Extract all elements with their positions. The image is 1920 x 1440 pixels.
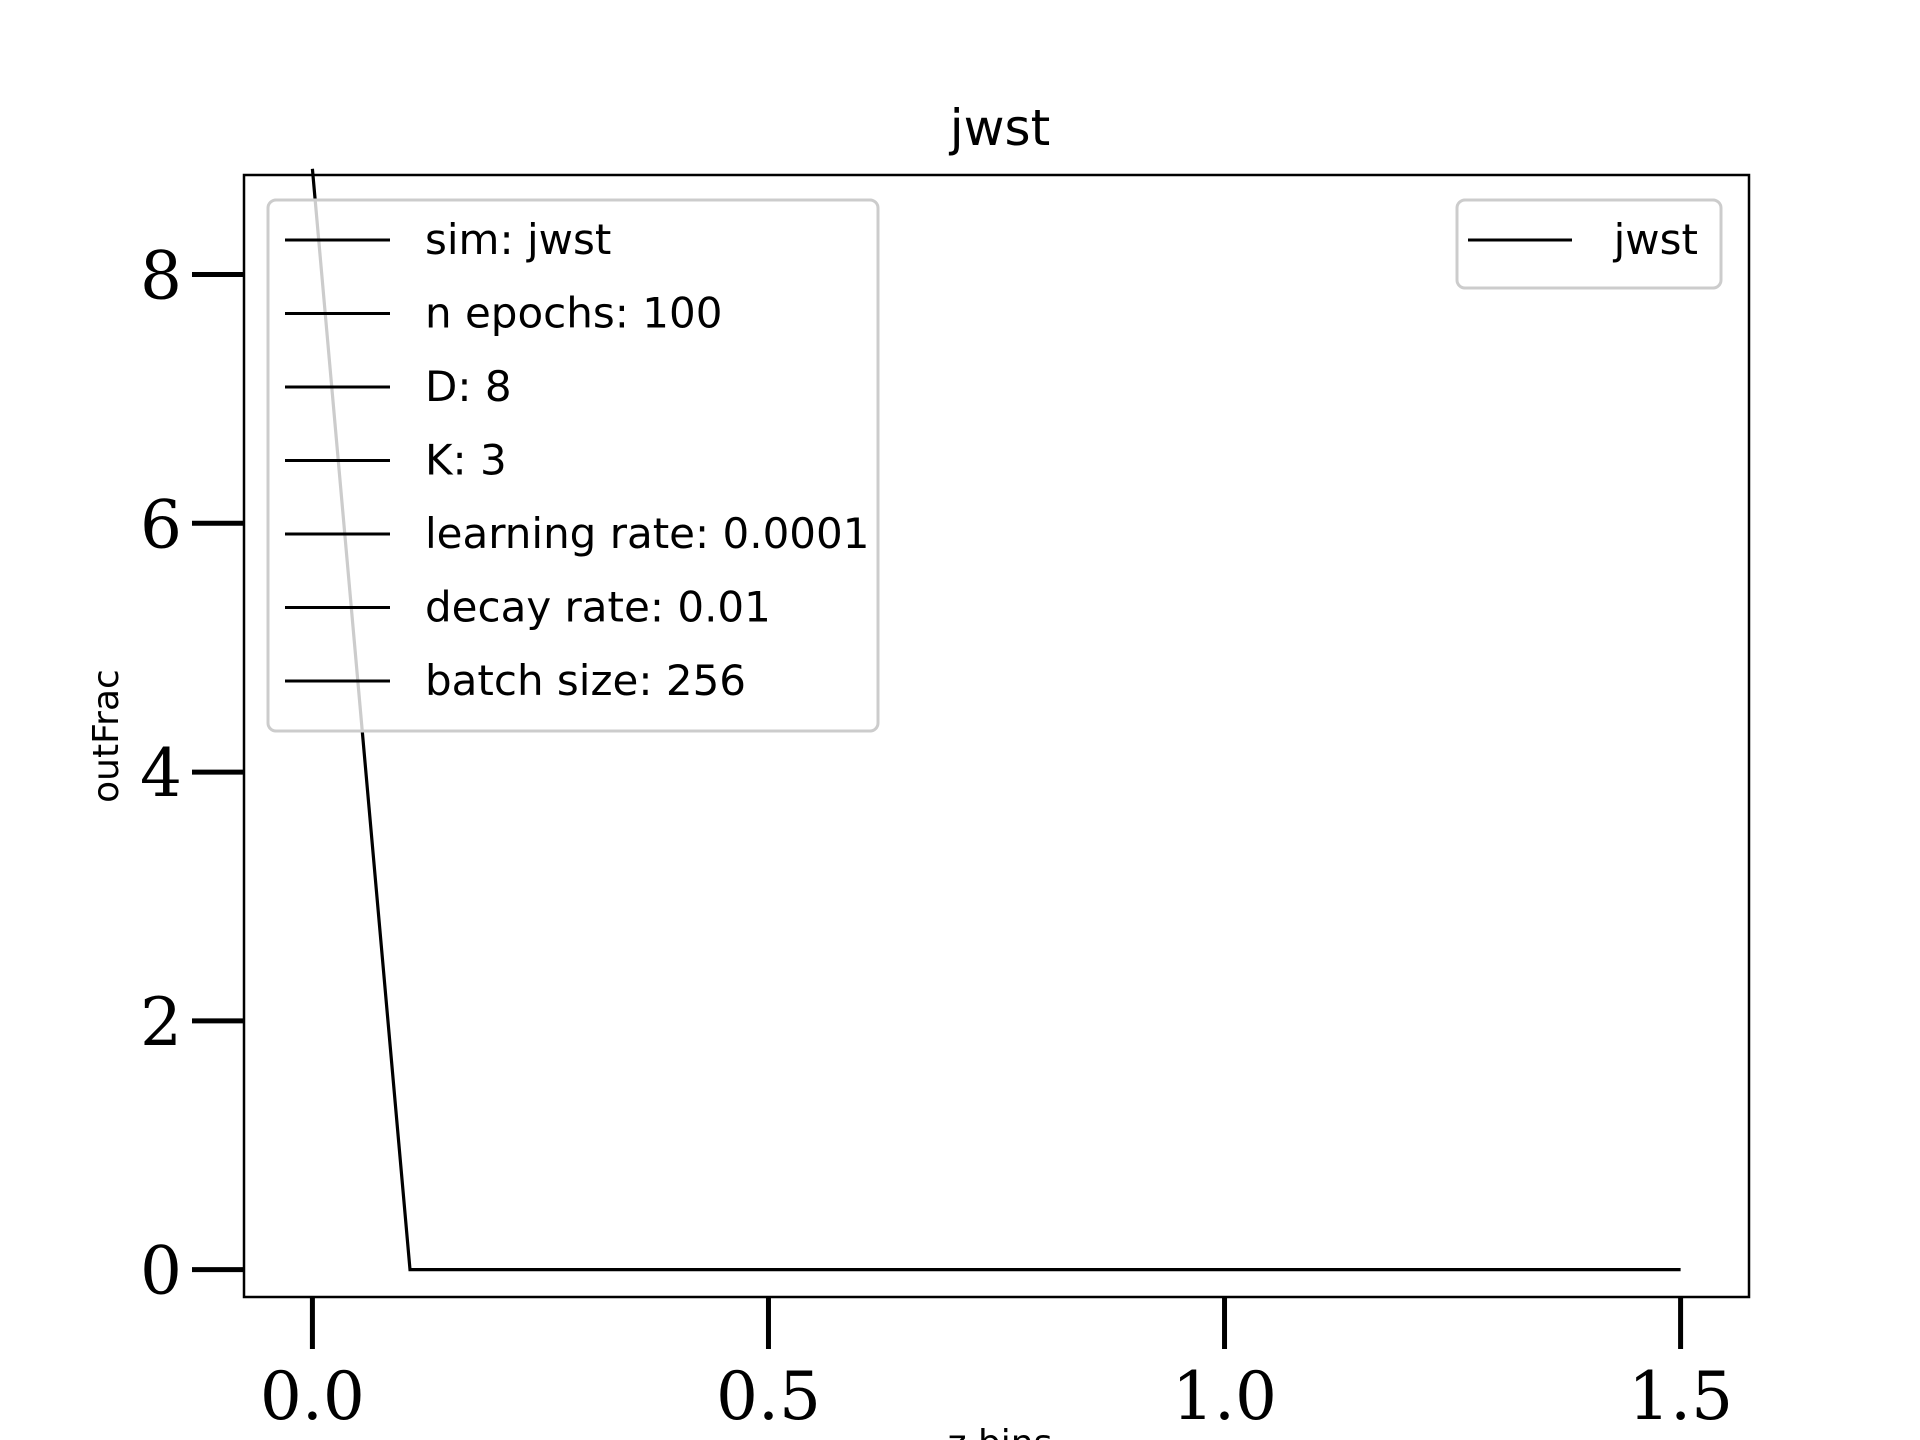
params-legend-entry: batch size: 256: [425, 656, 746, 705]
params-legend-entry: n epochs: 100: [425, 289, 722, 338]
axes-frame: [242, 173, 1751, 1299]
x-tick-label: 0.5: [716, 1358, 821, 1435]
x-tick-label: 0.0: [260, 1358, 365, 1435]
series-legend-entry: jwst: [1613, 215, 1698, 264]
series-legend: jwst: [1455, 198, 1723, 290]
y-tick-label: 0: [140, 1233, 182, 1310]
x-axis-label: z bins: [948, 1423, 1053, 1440]
y-axis: 0 2 4 6 8: [140, 238, 244, 1310]
params-legend-entry: D: 8: [425, 362, 512, 411]
x-axis: 0.0 0.5 1.0 1.5: [260, 1297, 1733, 1435]
y-tick-label: 6: [140, 486, 182, 563]
x-tick-label: 1.5: [1628, 1358, 1733, 1435]
y-tick-label: 4: [140, 735, 182, 812]
plot-area: [310, 168, 1681, 1272]
series-legend-box: [1455, 198, 1723, 290]
chart-title: jwst: [949, 99, 1050, 157]
params-legend-entry: learning rate: 0.0001: [425, 509, 869, 558]
y-tick-label: 8: [140, 238, 182, 315]
params-legend-box: [266, 198, 880, 733]
series-line-0: [310, 168, 1681, 1272]
y-axis-label: outFrac: [86, 669, 127, 803]
y-tick-label: 2: [140, 984, 182, 1061]
params-legend-entry: K: 3: [425, 436, 507, 485]
x-tick-label: 1.0: [1172, 1358, 1277, 1435]
params-legend-entry: sim: jwst: [425, 215, 611, 264]
params-legend: sim: jwst n epochs: 100 D: 8 K: 3 learning r…: [266, 198, 880, 733]
params-legend-entry: decay rate: 0.01: [425, 583, 771, 632]
